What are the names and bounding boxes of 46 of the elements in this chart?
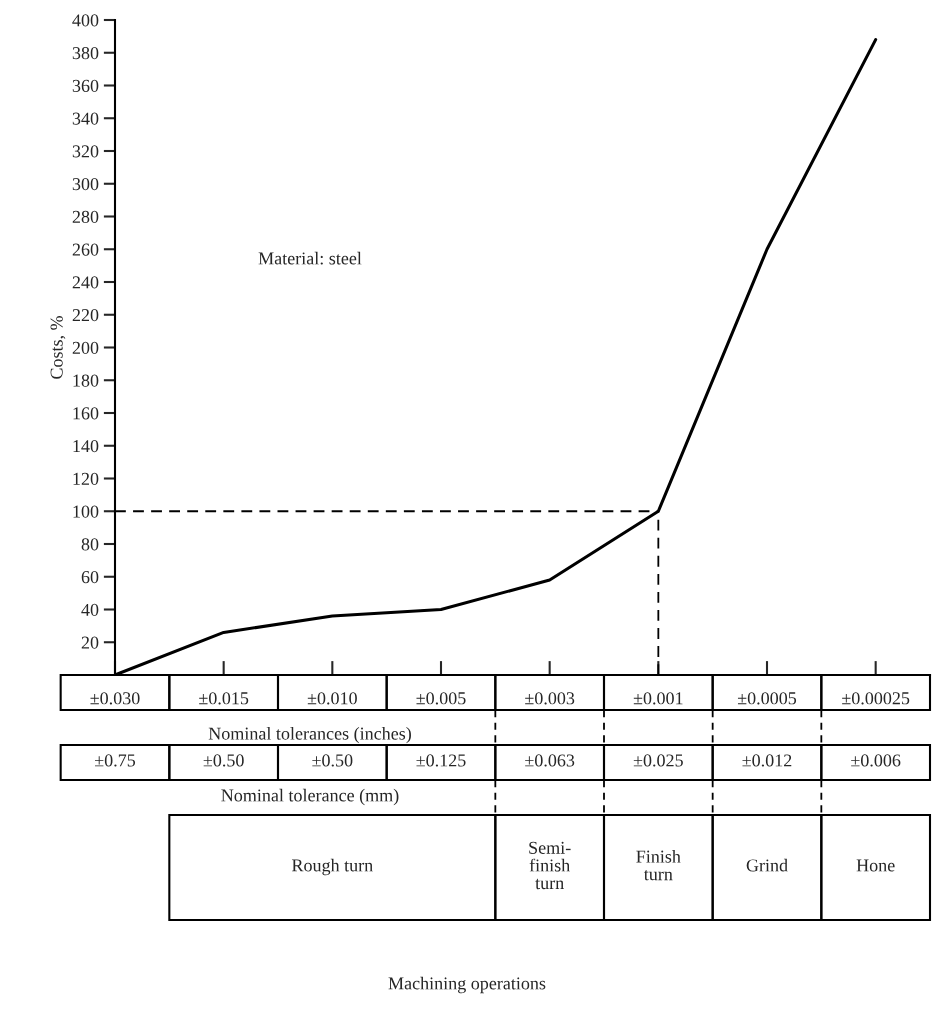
x-tick-label: ±0.015	[199, 692, 249, 705]
text: Grind	[746, 858, 788, 872]
y-tick-label: 200	[72, 341, 99, 354]
text: ±0.125	[416, 754, 466, 767]
y-tick-label: 40	[81, 603, 99, 616]
text: ±0.75	[95, 754, 136, 767]
y-tick-label: 160	[73, 407, 99, 420]
text: ±0.063	[525, 754, 575, 767]
y-tick-label: 240	[72, 276, 99, 289]
text: Nominal tolerance (mm)	[221, 788, 399, 806]
y-tick-label: 320	[72, 145, 99, 158]
y-tick-label: 340	[72, 112, 99, 125]
y-tick-label: 80	[81, 538, 99, 551]
x-tick-label: ±0.003	[525, 692, 575, 705]
y-tick-label: 280	[72, 210, 99, 223]
y-tick-label: 400	[72, 14, 99, 27]
text: Semi- finish turn	[529, 841, 571, 890]
x-tick-label: ±0.001	[633, 692, 683, 705]
y-tick-label: 20	[81, 636, 99, 649]
x-tick-label: ±0.030	[90, 692, 140, 705]
x-tick-label: ±0.0005	[737, 692, 797, 705]
x-tick-label: ±0.00025	[842, 692, 910, 705]
x-tick-label: ±0.005	[416, 692, 466, 705]
y-tick-label: 100	[73, 505, 99, 518]
y-tick-label: 60	[81, 571, 99, 584]
text: Rough turn	[291, 858, 373, 876]
y-tick-label: 360	[72, 79, 99, 92]
text: ±0.012	[742, 754, 792, 767]
x-axis-title: Nominal tolerances (inches)	[208, 727, 411, 744]
y-tick-label: 300	[72, 178, 99, 191]
annotation: Material: steel	[258, 251, 362, 265]
y-tick-label: 180	[73, 374, 99, 387]
y-axis-title: Costs, %	[50, 316, 66, 379]
y-tick-label: 140	[73, 440, 99, 453]
y-tick-label: 260	[72, 243, 99, 256]
y-tick-label: 220	[72, 309, 99, 322]
y-tick-label: 380	[72, 47, 99, 60]
text: Finish turn	[636, 850, 681, 881]
text: ±0.50	[203, 754, 244, 767]
x-tick-label: ±0.010	[307, 692, 357, 705]
text: ±0.006	[851, 754, 901, 767]
text: Machining operations	[388, 976, 546, 994]
y-tick-label: 120	[73, 472, 99, 485]
text: ±0.025	[633, 754, 683, 767]
text: Hone	[856, 859, 895, 872]
text: ±0.50	[312, 754, 353, 767]
